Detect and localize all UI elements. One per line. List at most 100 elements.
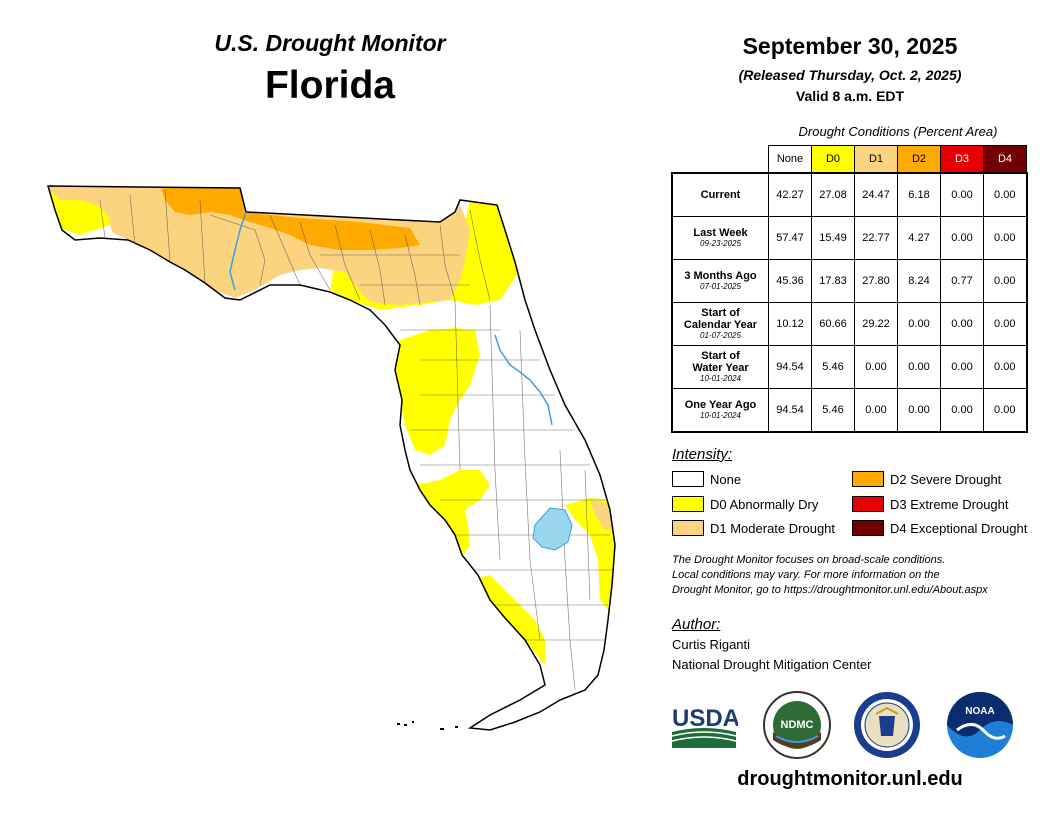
table-cell: 60.66 [811, 302, 855, 346]
table-cell: 0.00 [854, 345, 898, 389]
note-line: Local conditions may vary. For more info… [672, 569, 940, 581]
legend-title: Intensity: [672, 446, 733, 463]
legend-item: D0 Abnormally Dry [672, 496, 818, 512]
legend-label: D3 Extreme Drought [890, 496, 1009, 512]
map-date: September 30, 2025 [742, 33, 958, 59]
author-organization: National Drought Mitigation Center [672, 657, 872, 672]
table-cell: 0.00 [940, 388, 984, 433]
table-header-row: None D0 D1 D2 D3 D4 [672, 145, 1027, 174]
drought-conditions-table: None D0 D1 D2 D3 D4 Current 42.27 27.08 … [671, 145, 1028, 433]
florida-drought-map [47, 185, 616, 731]
map-subtitle: U.S. Drought Monitor [214, 30, 446, 56]
legend-swatch [672, 520, 704, 536]
table-row: Start of Water Year 10-01-2024 94.54 5.46 … [671, 345, 1027, 389]
row-date: 07-01-2025 [700, 282, 741, 291]
table-cell: 42.27 [768, 172, 812, 217]
legend-label: D0 Abnormally Dry [710, 496, 819, 512]
ndmc-logo: NDMC [763, 691, 831, 759]
row-label: Start of Water Year 10-01-2024 [671, 345, 769, 389]
table-cell: 0.77 [940, 259, 984, 303]
row-label-text: Start of [701, 307, 740, 319]
lake-okeechobee [532, 507, 573, 551]
noaa-logo: NOAA [947, 692, 1013, 758]
table-cell: 17.83 [811, 259, 855, 303]
row-label-text: Start of [701, 350, 740, 362]
table-cell: 94.54 [768, 388, 812, 433]
table-row: One Year Ago 10-01-2024 94.54 5.46 0.00 0… [671, 388, 1027, 433]
table-row: 3 Months Ago 07-01-2025 45.36 17.83 27.80… [671, 259, 1027, 303]
author-heading: Author: [672, 616, 721, 633]
disclaimer-note: The Drought Monitor focuses on broad-sca… [672, 553, 1052, 598]
table-cell: 0.00 [983, 345, 1027, 389]
map-title: Florida [264, 64, 395, 107]
legend-label: D1 Moderate Drought [710, 520, 836, 536]
table-cell: 0.00 [897, 345, 941, 389]
table-cell: 0.00 [940, 216, 984, 260]
row-label-text: 3 Months Ago [684, 270, 757, 282]
table-cell: 0.00 [940, 172, 984, 217]
table-cell: 0.00 [983, 172, 1027, 217]
row-label-text-2: Water Year [692, 362, 749, 374]
table-row: Start of Calendar Year 01-07-2025 10.12 60… [671, 302, 1027, 346]
legend-item: D2 Severe Drought [852, 471, 1001, 487]
column-header: D0 [811, 145, 855, 174]
table-caption: Drought Conditions (Percent Area) [798, 124, 998, 139]
noaa-logo-text: NOAA [965, 706, 994, 717]
usda-logo-text: USDA [672, 705, 738, 732]
legend-label: D2 Severe Drought [890, 471, 1002, 487]
row-label-text-2: Calendar Year [683, 319, 758, 331]
column-header: D3 [940, 145, 984, 174]
legend-swatch [852, 520, 884, 536]
row-date: 10-01-2024 [700, 374, 741, 383]
table-cell: 0.00 [940, 302, 984, 346]
table-cell: 57.47 [768, 216, 812, 260]
d2-areas [160, 186, 420, 250]
table-cell: 5.46 [811, 388, 855, 433]
table-row: Last Week 09-23-2025 57.47 15.49 22.77 4.… [671, 216, 1027, 260]
table-cell: 0.00 [897, 388, 941, 433]
row-label: Start of Calendar Year 01-07-2025 [671, 302, 769, 346]
note-line: Drought Monitor, go to https://droughtmo… [672, 584, 988, 596]
legend-swatch [852, 496, 884, 512]
column-header: D2 [897, 145, 941, 174]
author-name: Curtis Riganti [672, 637, 751, 652]
table-cell: 24.47 [854, 172, 898, 217]
legend-swatch [672, 471, 704, 487]
legend-item: D1 Moderate Drought [672, 520, 835, 536]
website-url[interactable]: droughtmonitor.unl.edu [737, 768, 963, 790]
row-label: One Year Ago 10-01-2024 [671, 388, 769, 433]
legend-swatch [852, 471, 884, 487]
table-cell: 0.00 [983, 216, 1027, 260]
table-cell: 5.46 [811, 345, 855, 389]
table-corner [672, 146, 769, 174]
table-cell: 94.54 [768, 345, 812, 389]
row-date: 01-07-2025 [700, 331, 741, 340]
table-cell: 8.24 [897, 259, 941, 303]
legend-label: None [710, 471, 742, 487]
column-header: None [768, 145, 812, 174]
table-cell: 0.00 [897, 302, 941, 346]
row-label-text: One Year Ago [684, 399, 757, 411]
usda-logo: USDA [671, 705, 738, 748]
column-header: D1 [854, 145, 898, 174]
row-label: 3 Months Ago 07-01-2025 [671, 259, 769, 303]
valid-time: Valid 8 a.m. EDT [795, 88, 905, 104]
row-date: 10-01-2024 [700, 411, 741, 420]
legend-swatch [672, 496, 704, 512]
table-cell: 29.22 [854, 302, 898, 346]
table-cell: 4.27 [897, 216, 941, 260]
table-cell: 45.36 [768, 259, 812, 303]
doc-seal-logo [854, 692, 920, 758]
table-cell: 15.49 [811, 216, 855, 260]
ndmc-logo-text: NDMC [781, 719, 814, 731]
row-label: Last Week 09-23-2025 [671, 216, 769, 260]
table-cell: 27.08 [811, 172, 855, 217]
rivers [229, 211, 553, 426]
column-header: D4 [983, 145, 1027, 174]
table-cell: 6.18 [897, 172, 941, 217]
table-cell: 22.77 [854, 216, 898, 260]
table-cell: 0.00 [983, 388, 1027, 433]
legend-item: D4 Exceptional Drought [852, 520, 1027, 536]
note-line: The Drought Monitor focuses on broad-sca… [672, 554, 946, 566]
table-cell: 0.00 [983, 259, 1027, 303]
